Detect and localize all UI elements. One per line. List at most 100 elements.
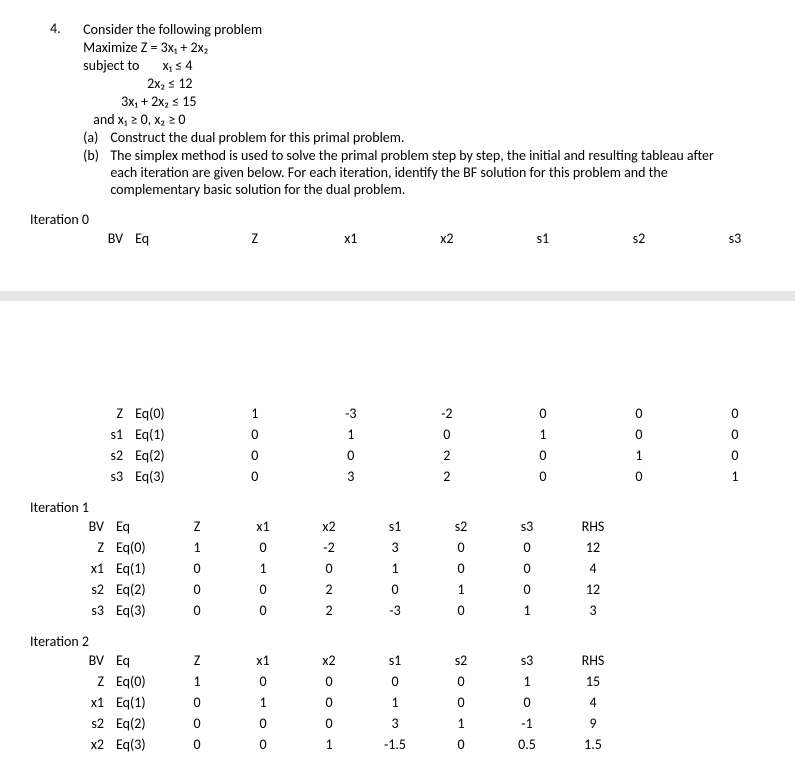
table-cell: Z [70,671,112,692]
part-b-text: The simplex method is used to solve the … [110,147,741,198]
table-cell: 0 [296,558,362,579]
table-header: x1 [230,516,296,537]
table-cell: 0 [230,671,296,692]
table-cell: 0 [428,734,494,755]
table-cell: 2 [296,579,362,600]
table-cell: Eq(2) [112,579,164,600]
table-header: s1 [362,650,428,671]
table-header: s3 [494,516,560,537]
table-cell: x1 [70,692,112,713]
table-cell: 0 [296,692,362,713]
table-header: s2 [591,228,687,249]
table-cell: -1 [494,713,560,734]
table-row: s3Eq(3)03200115 [70,466,801,487]
table-header: Z [164,516,230,537]
table-cell: 0 [164,692,230,713]
table-header: s2 [428,516,494,537]
table-cell: 0 [207,445,303,466]
table-cell: Eq(3) [112,734,164,755]
table-cell: Eq(3) [131,466,207,487]
table-cell: 1 [494,671,560,692]
table-cell: 0 [591,424,687,445]
iteration-label: Iteration 0 [30,211,751,228]
table-cell: Eq(0) [112,537,164,558]
nonneg-constraint: and x₁ ≥ 0, x₂ ≥ 0 [83,111,744,128]
table-cell: 0 [164,600,230,621]
problem-intro: Consider the following problem [83,21,744,38]
table-row: s1Eq(1)0101004 [70,424,801,445]
table-cell: 0 [164,713,230,734]
table-header: x1 [303,228,399,249]
table-header: s1 [362,516,428,537]
table-cell: 0 [428,537,494,558]
table-row: x1Eq(1)0101004 [70,692,626,713]
table-header: s3 [494,650,560,671]
divider-bar [0,291,795,301]
table-row: s2Eq(2)00031-19 [70,713,626,734]
table-cell: 0 [495,403,591,424]
table-cell: x1 [70,558,112,579]
table-cell: x2 [70,734,112,755]
part-a-text: Construct the dual problem for this prim… [110,129,741,146]
table-cell: Z [70,403,131,424]
table-cell: 1.5 [560,734,626,755]
table-cell: 2 [399,466,495,487]
table-header: Eq [112,650,164,671]
table-cell: Eq(1) [131,424,207,445]
constraint-2: 2x₂ ≤ 12 [83,75,744,92]
table-cell: Eq(0) [131,403,207,424]
part-b-label: (b) [83,147,107,164]
maximize-line: Maximize Z = 3x₁ + 2x₂ [83,39,744,56]
table-cell: 12 [560,579,626,600]
table-header: Z [164,650,230,671]
table-cell: 1 [230,558,296,579]
table-row: x2Eq(3)001-1.500.51.5 [70,734,626,755]
table-cell: 0 [428,692,494,713]
table-cell: s2 [70,713,112,734]
table-cell: 1 [230,692,296,713]
table-cell: 0 [783,403,801,424]
table-cell: 0.5 [494,734,560,755]
table-cell: -1.5 [362,734,428,755]
table-cell: 1 [362,692,428,713]
table-cell: s2 [70,579,112,600]
table-cell: 0 [494,537,560,558]
table-header: s1 [495,228,591,249]
table-cell: 0 [164,558,230,579]
table-cell: 0 [494,579,560,600]
table-header: s3 [687,228,783,249]
table-cell: Z [70,537,112,558]
table-cell: 0 [687,424,783,445]
table-row: ZEq(0)10-230012 [70,537,626,558]
table-cell: 0 [230,713,296,734]
table-cell: 1 [495,424,591,445]
simplex-tableau: BVEqZx1x2s1s2s3RHSZEq(0)10-230012x1Eq(1)… [70,516,626,621]
table-cell: 1 [296,734,362,755]
table-cell: 4 [560,558,626,579]
table-cell: Eq(0) [112,671,164,692]
table-row: s3Eq(3)002-3013 [70,600,626,621]
part-a-label: (a) [83,129,107,146]
iteration-label: Iteration 1 [30,499,751,516]
table-cell: Eq(2) [112,713,164,734]
table-cell: Eq(3) [112,600,164,621]
table-cell: 15 [783,466,801,487]
table-cell: 0 [362,579,428,600]
table-cell: 4 [560,692,626,713]
table-cell: 15 [560,671,626,692]
table-cell: 2 [399,445,495,466]
table-cell: 2 [296,600,362,621]
table-cell: 0 [164,734,230,755]
table-cell: 0 [296,713,362,734]
table-cell: 1 [428,579,494,600]
table-cell: 12 [783,445,801,466]
table-cell: 0 [591,466,687,487]
table-cell: 3 [362,713,428,734]
simplex-tableau: BVEqZx1x2s1s2s3RHSZEq(0)1-3-20000s1Eq(1)… [70,228,801,487]
table-cell: -3 [362,600,428,621]
table-cell: 0 [687,445,783,466]
table-cell: 0 [164,579,230,600]
table-cell: 1 [303,424,399,445]
table-cell: -2 [296,537,362,558]
table-cell: 3 [362,537,428,558]
